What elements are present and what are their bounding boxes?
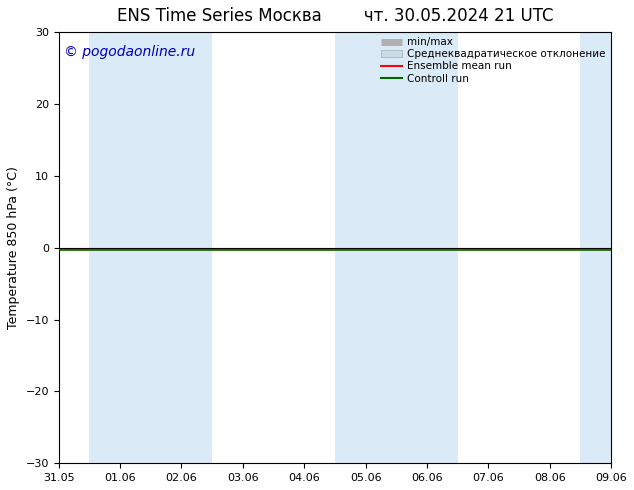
Bar bbox=[89, 32, 151, 464]
Y-axis label: Temperature 850 hPa (°C): Temperature 850 hPa (°C) bbox=[7, 166, 20, 329]
Bar bbox=[335, 32, 396, 464]
Text: © pogodaonline.ru: © pogodaonline.ru bbox=[64, 45, 195, 59]
Bar bbox=[396, 32, 458, 464]
Title: ENS Time Series Москва        чт. 30.05.2024 21 UTC: ENS Time Series Москва чт. 30.05.2024 21… bbox=[117, 7, 553, 25]
Bar bbox=[581, 32, 634, 464]
Bar bbox=[151, 32, 212, 464]
Legend: min/max, Среднеквадратическое отклонение, Ensemble mean run, Controll run: min/max, Среднеквадратическое отклонение… bbox=[379, 35, 608, 86]
